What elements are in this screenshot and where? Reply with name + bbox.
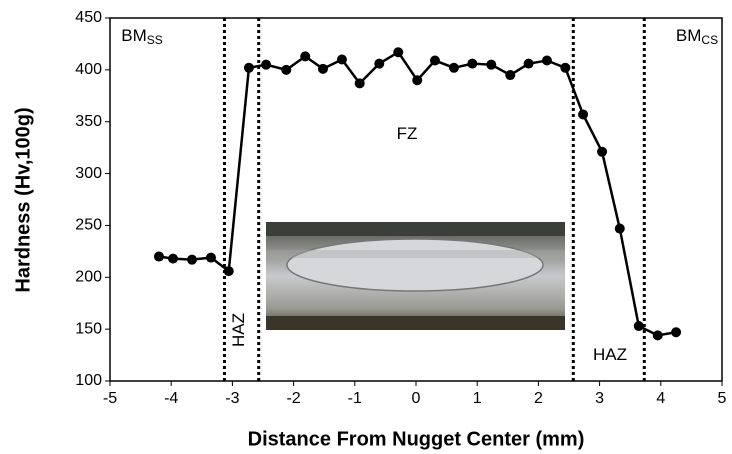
zone-label: BMCS — [676, 26, 718, 47]
x-tick-label: 2 — [534, 390, 543, 407]
data-point — [393, 47, 404, 58]
zone-label-sub: CS — [701, 33, 718, 47]
data-point — [153, 251, 164, 262]
zone-label-text: HAZ — [593, 345, 627, 364]
micrograph-inset — [266, 222, 565, 330]
data-point — [467, 58, 478, 69]
data-point — [429, 55, 440, 66]
data-point — [523, 58, 534, 69]
x-tick-label: 4 — [656, 390, 665, 407]
data-point — [597, 146, 608, 157]
x-tick-label: -4 — [164, 390, 178, 407]
x-tick-label: 3 — [595, 390, 604, 407]
data-point — [187, 254, 198, 265]
y-tick-label: 350 — [75, 113, 102, 130]
data-point — [560, 62, 571, 73]
zone-label: HAZ — [229, 313, 248, 347]
data-point — [486, 59, 497, 70]
data-point — [374, 58, 385, 69]
x-tick-label: 5 — [718, 390, 727, 407]
data-point — [541, 55, 552, 66]
data-point — [505, 70, 516, 81]
y-tick-label: 250 — [75, 217, 102, 234]
y-axis-title: Hardness (Hv,100g) — [12, 107, 34, 292]
data-point — [633, 321, 644, 332]
zone-label-text: BM — [676, 26, 702, 45]
data-point — [300, 51, 311, 62]
y-tick-label: 200 — [75, 269, 102, 286]
y-tick-label: 300 — [75, 165, 102, 182]
zone-label: FZ — [397, 124, 418, 143]
data-point — [223, 266, 234, 277]
x-tick-label: -5 — [103, 390, 117, 407]
zone-label: HAZ — [593, 345, 627, 364]
data-point — [652, 330, 663, 341]
x-axis-title: Distance From Nugget Center (mm) — [248, 428, 585, 450]
data-point — [168, 253, 179, 264]
y-tick-label: 150 — [75, 320, 102, 337]
data-point — [281, 64, 292, 75]
data-point — [336, 54, 347, 65]
data-point — [671, 327, 682, 338]
x-tick-label: -1 — [348, 390, 362, 407]
data-point — [354, 78, 365, 89]
y-tick-label: 400 — [75, 61, 102, 78]
y-tick-label: 100 — [75, 372, 102, 389]
data-point — [261, 59, 272, 70]
x-tick-label: 1 — [473, 390, 482, 407]
data-point — [317, 63, 328, 74]
data-point — [412, 75, 423, 86]
zone-label-text: BM — [121, 26, 147, 45]
y-tick-label: 450 — [75, 9, 102, 26]
zone-label-sub: SS — [147, 33, 163, 47]
data-point — [448, 62, 459, 73]
x-tick-label: 0 — [412, 390, 421, 407]
data-point — [243, 62, 254, 73]
x-tick-label: -2 — [286, 390, 300, 407]
x-tick-label: -3 — [225, 390, 239, 407]
zone-label-text: FZ — [397, 124, 418, 143]
zone-label: BMSS — [121, 26, 163, 47]
data-point — [205, 252, 216, 263]
data-point — [614, 223, 625, 234]
data-point — [578, 109, 589, 120]
zone-label-text: HAZ — [229, 313, 248, 347]
